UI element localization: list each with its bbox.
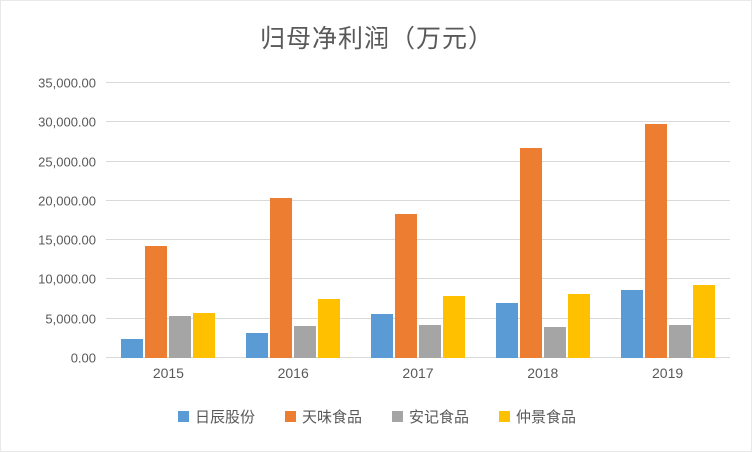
legend-item[interactable]: 仲景食品 <box>499 406 576 427</box>
legend-label: 仲景食品 <box>516 409 577 426</box>
x-axis-tick-label: 2018 <box>527 365 559 381</box>
y-axis-tick-label: 25,000.00 <box>38 154 96 170</box>
x-axis-tick-label: 2015 <box>152 365 184 381</box>
gridline <box>106 160 730 162</box>
legend-label: 天味食品 <box>301 409 362 426</box>
legend-label: 日辰股份 <box>194 409 255 426</box>
chart-title: 归母净利润（万元） <box>259 25 494 53</box>
gridline <box>106 239 730 241</box>
legend-swatch-icon <box>284 411 296 422</box>
gridline <box>106 82 730 83</box>
legend-swatch-icon <box>499 411 511 422</box>
y-axis-tick-label: 15,000.00 <box>38 232 96 248</box>
chart-legend: 日辰股份 天味食品 安记食品 仲景食品 <box>1 406 752 427</box>
gridline <box>106 317 730 319</box>
y-axis: 0.00 5,000.00 10,000.00 15,000.00 20,000.00 2… <box>1 76 96 366</box>
x-axis: 2015 2016 2017 2018 2019 <box>106 365 730 389</box>
y-axis-tick-label: 35,000.00 <box>38 75 96 91</box>
legend-item[interactable]: 天味食品 <box>284 406 362 427</box>
y-axis-tick-label: 0.00 <box>70 350 96 366</box>
x-axis-tick-label: 2019 <box>652 365 684 381</box>
x-axis-tick-label: 2016 <box>277 365 309 381</box>
y-axis-tick-label: 20,000.00 <box>38 193 96 209</box>
x-axis-line <box>106 357 730 358</box>
x-axis-tick-label: 2017 <box>402 365 434 381</box>
legend-item[interactable]: 安记食品 <box>392 406 469 427</box>
legend-label: 安记食品 <box>409 409 470 426</box>
legend-swatch-icon <box>177 411 189 422</box>
legend-item[interactable]: 日辰股份 <box>177 406 255 427</box>
y-axis-tick-label: 5,000.00 <box>45 311 96 327</box>
gridline <box>106 121 730 123</box>
y-axis-tick-label: 10,000.00 <box>38 271 96 287</box>
legend-swatch-icon <box>392 411 403 422</box>
gridline <box>106 199 730 201</box>
y-axis-tick-label: 30,000.00 <box>38 114 96 130</box>
plot-area <box>106 82 730 358</box>
gridline <box>106 278 730 280</box>
